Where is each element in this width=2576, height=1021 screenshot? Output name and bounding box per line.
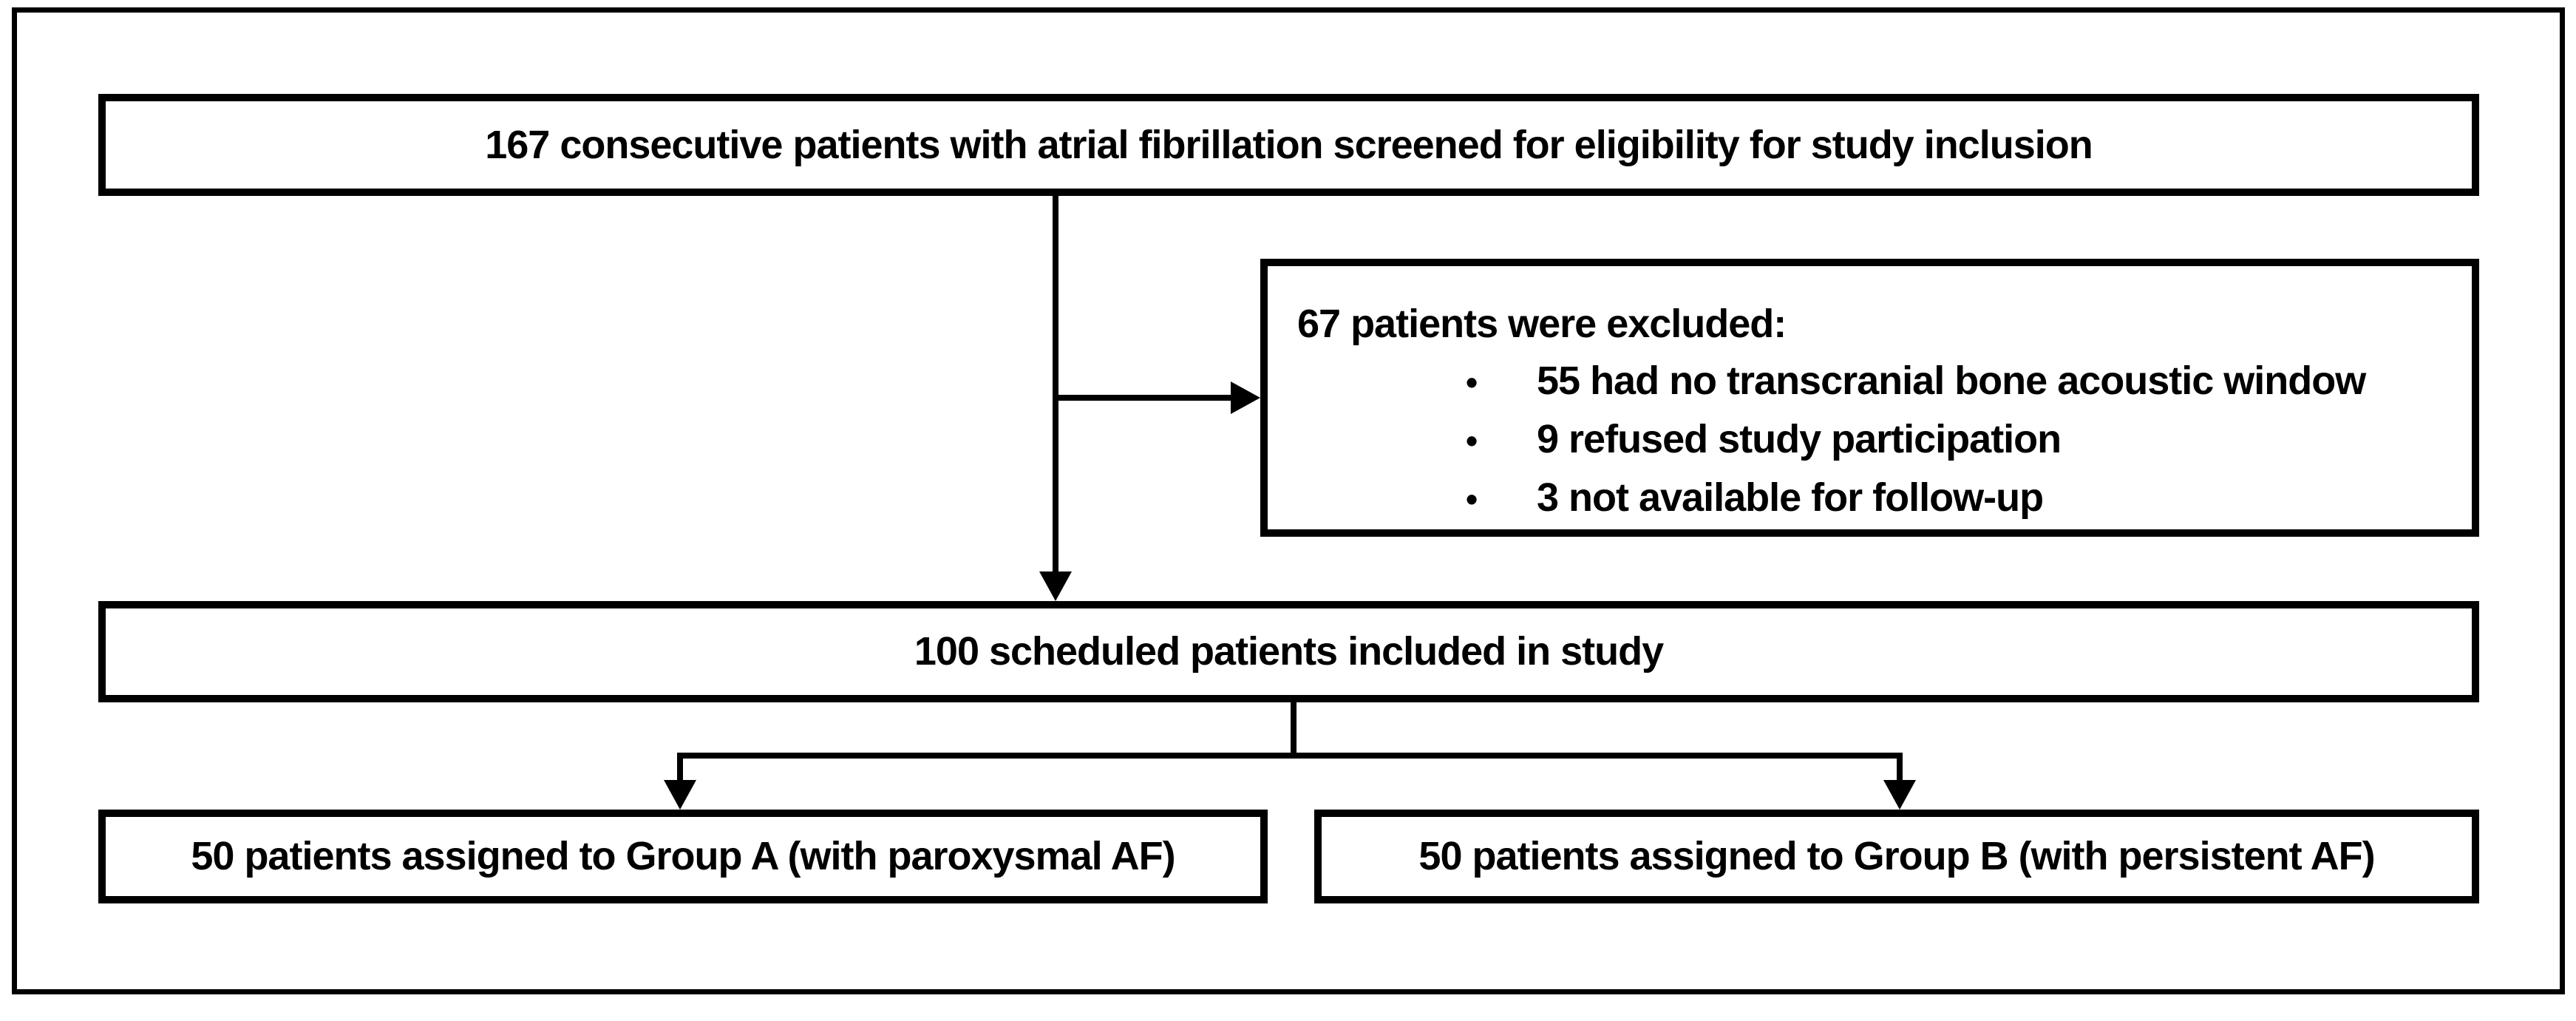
bullet-icon: • — [1466, 421, 1478, 460]
arrowhead-right-icon — [1231, 381, 1260, 414]
arrowhead-down-icon — [664, 780, 696, 810]
connector-branch-to-excluded — [1053, 395, 1231, 401]
box-group-a-text: 50 patients assigned to Group A (with pa… — [191, 834, 1175, 879]
excluded-item: • 55 had no transcranial bone acoustic wi… — [1297, 353, 2457, 411]
box-included-text: 100 scheduled patients included in study — [914, 629, 1664, 674]
arrowhead-down-icon — [1039, 571, 1072, 601]
connector-split-to-group-b — [1897, 753, 1903, 784]
box-group-b-text: 50 patients assigned to Group B (with pe… — [1418, 834, 2375, 879]
box-group-b: 50 patients assigned to Group B (with pe… — [1314, 810, 2479, 903]
box-excluded-title: 67 patients were excluded: — [1297, 302, 1787, 346]
excluded-item-text: 3 not available for follow-up — [1537, 475, 2044, 520]
connector-included-to-split — [1291, 702, 1297, 759]
diagram-outer-frame — [12, 7, 2565, 994]
box-group-a: 50 patients assigned to Group A (with pa… — [98, 810, 1268, 903]
excluded-item: • 9 refused study participation — [1297, 411, 2457, 469]
connector-screened-to-included — [1053, 196, 1058, 575]
connector-split-line — [677, 753, 1903, 759]
box-screened: 167 consecutive patients with atrial fib… — [98, 94, 2479, 196]
box-screened-text: 167 consecutive patients with atrial fib… — [485, 122, 2093, 167]
arrowhead-down-icon — [1883, 780, 1916, 810]
excluded-item-text: 55 had no transcranial bone acoustic win… — [1537, 359, 2366, 403]
bullet-icon: • — [1466, 363, 1478, 401]
box-excluded: 67 patients were excluded: • 55 had no tr… — [1260, 259, 2479, 537]
excluded-item-text: 9 refused study participation — [1537, 417, 2062, 461]
excluded-item: • 3 not available for follow-up — [1297, 469, 2457, 528]
connector-split-to-group-a — [677, 753, 683, 784]
bullet-icon: • — [1466, 480, 1478, 518]
box-included: 100 scheduled patients included in study — [98, 601, 2479, 702]
